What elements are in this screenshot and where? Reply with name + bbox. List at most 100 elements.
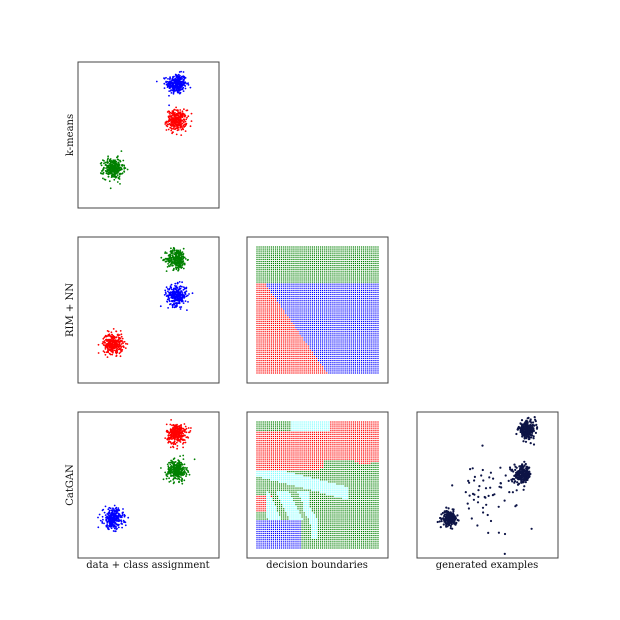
data-point: [177, 297, 180, 300]
grid-point: [283, 320, 285, 322]
grid-point: [305, 366, 307, 368]
grid-point: [313, 353, 315, 355]
data-point: [106, 330, 109, 332]
grid-point: [272, 273, 274, 275]
grid-point: [301, 289, 303, 291]
grid-point: [340, 362, 342, 364]
grid-point: [287, 351, 289, 353]
grid-point: [305, 331, 307, 333]
grid-point: [279, 271, 281, 273]
grid-point: [287, 304, 289, 306]
data-point: [113, 174, 116, 177]
grid-point: [266, 308, 268, 310]
grid-point: [358, 314, 361, 316]
grid-point: [274, 347, 277, 349]
grid-point: [276, 357, 279, 360]
grid-point: [305, 277, 307, 279]
grid-point: [350, 308, 352, 310]
grid-point: [295, 308, 297, 310]
grid-point: [258, 265, 260, 267]
grid-point: [270, 364, 272, 366]
grid-point: [295, 320, 297, 322]
grid-point: [283, 271, 285, 273]
grid-point: [264, 283, 266, 285]
grid-point: [264, 310, 266, 312]
grid-point: [256, 333, 258, 335]
grid-point: [266, 248, 268, 250]
grid-point: [354, 360, 356, 362]
grid-point: [313, 304, 315, 306]
grid-point: [338, 351, 340, 353]
grid-point: [274, 308, 277, 310]
grid-point: [348, 327, 350, 329]
grid-point: [262, 312, 264, 314]
data-point: [100, 164, 103, 167]
grid-point: [324, 298, 326, 300]
data-point: [176, 298, 178, 301]
grid-point: [258, 279, 260, 281]
data-point: [176, 126, 179, 129]
data-point: [170, 85, 173, 88]
grid-point: [260, 314, 262, 316]
data-point: [122, 341, 124, 343]
grid-point: [256, 250, 258, 252]
grid-point: [317, 281, 320, 283]
grid-point: [330, 256, 332, 258]
grid-point: [313, 298, 315, 300]
grid-point: [305, 273, 307, 275]
grid-point: [334, 364, 336, 366]
grid-point: [285, 277, 287, 279]
grid-point: [303, 279, 305, 281]
data-point: [167, 82, 170, 85]
grid-point: [279, 269, 281, 271]
grid-point: [295, 362, 297, 364]
grid-point: [305, 271, 307, 273]
grid-point: [317, 279, 320, 281]
grid-point: [309, 298, 311, 300]
grid-point: [350, 300, 352, 302]
grid-point: [274, 312, 277, 314]
grid-point: [317, 306, 320, 308]
grid-point: [297, 362, 299, 364]
data-point: [180, 266, 183, 268]
grid-point: [307, 362, 309, 364]
grid-point: [313, 343, 315, 345]
grid-point: [311, 281, 313, 283]
grid-point: [260, 300, 262, 302]
grid-point: [293, 262, 295, 265]
data-point: [174, 83, 177, 86]
grid-point: [330, 308, 332, 310]
grid-point: [256, 345, 258, 347]
grid-point: [289, 337, 291, 339]
grid-point: [283, 345, 285, 347]
data-point: [180, 119, 183, 122]
grid-point: [285, 339, 287, 341]
grid-point: [281, 256, 283, 258]
data-point: [121, 345, 123, 348]
grid-point: [276, 269, 279, 271]
grid-point: [358, 339, 361, 341]
grid-point: [295, 285, 297, 287]
grid-point: [328, 258, 330, 260]
grid-point: [326, 256, 328, 258]
grid-point: [295, 314, 297, 316]
data-point: [183, 256, 186, 259]
data-point: [181, 281, 184, 284]
grid-point: [301, 291, 303, 293]
grid-point: [307, 250, 309, 252]
grid-point: [264, 316, 266, 318]
grid-point: [346, 250, 348, 252]
grid-point: [354, 372, 356, 374]
grid-point: [352, 281, 354, 283]
data-point: [175, 106, 178, 109]
grid-point: [276, 351, 279, 353]
data-point: [107, 164, 110, 167]
data-point: [174, 115, 176, 118]
grid-point: [295, 302, 297, 304]
data-point: [176, 129, 179, 132]
grid-point: [320, 347, 322, 349]
grid-point: [313, 310, 315, 312]
data-point: [163, 294, 166, 296]
grid-point: [297, 341, 299, 343]
grid-point: [307, 289, 309, 291]
